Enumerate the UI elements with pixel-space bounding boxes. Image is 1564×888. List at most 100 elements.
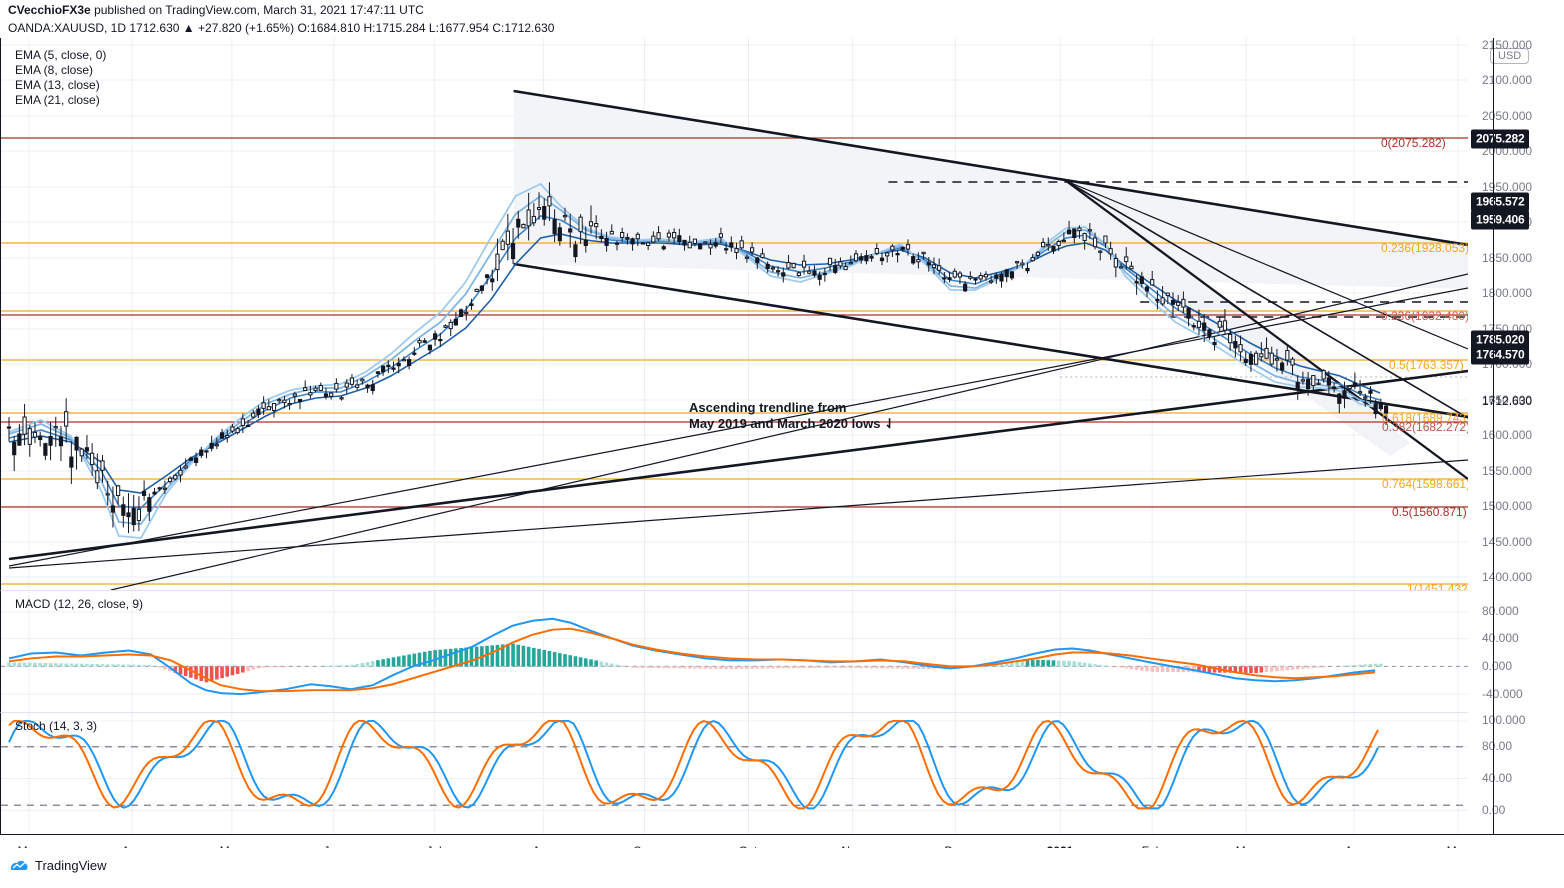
macd-hist-positive [1030, 659, 1035, 667]
macd-hist-positive [609, 663, 614, 667]
macd-pane[interactable]: MACD (12, 26, close, 9) [0, 590, 1468, 712]
candle-bullish [594, 222, 599, 228]
macd-hist-positive [578, 657, 583, 667]
macd-hist-positive [552, 652, 557, 667]
candle-bullish [651, 235, 656, 243]
macd-hist-positive [1056, 660, 1061, 667]
macd-hist-negative [1134, 666, 1139, 670]
macd-hist-positive [1098, 664, 1103, 667]
published-text: published on TradingView.com, March 31, … [94, 3, 424, 17]
candle-bearish [1170, 299, 1176, 305]
candle-bullish [708, 243, 713, 249]
price-tag-1959: 1959.406 [1471, 210, 1530, 230]
macd-hist-negative [1228, 666, 1232, 673]
price-tick-1650: 1650.000 [1482, 393, 1533, 407]
last-price: 1712.630 [129, 21, 180, 35]
stoch-axis[interactable]: 100.000 80.00 40.00 0.00 [1468, 712, 1564, 834]
open-label: O: [297, 21, 311, 35]
candle-bullish [261, 402, 266, 409]
candle-bullish [1196, 320, 1202, 328]
macd-hist-negative [750, 666, 754, 669]
macd-hist-negative [667, 666, 671, 669]
candle-bullish [271, 403, 277, 411]
macd-hist-negative [682, 666, 687, 669]
candle-bullish [183, 465, 188, 469]
tradingview-logo[interactable]: TradingView [9, 858, 107, 873]
macd-hist-negative [1155, 666, 1160, 672]
macd-hist-positive [22, 662, 27, 667]
trendline-steep-upper [1065, 180, 1468, 480]
candle-bearish [557, 227, 562, 242]
macd-hist-positive [459, 647, 463, 667]
macd-hist-positive [95, 664, 100, 667]
trendline-fan-1 [1066, 180, 1468, 350]
macd-hist-positive [407, 654, 411, 667]
candle-bullish [588, 221, 594, 227]
macd-hist-positive [12, 662, 16, 667]
price-plot [1, 38, 1468, 590]
candle-bullish [1259, 353, 1264, 358]
macd-hist-positive [339, 665, 344, 667]
macd-hist-positive [85, 663, 89, 667]
candle-bullish [1118, 266, 1124, 269]
macd-hist-positive [526, 646, 531, 667]
candle-bullish [1160, 297, 1165, 305]
macd-plot [1, 591, 1468, 712]
macd-hist-positive [1342, 665, 1347, 667]
macd-hist-positive [126, 664, 131, 667]
macd-hist-negative [641, 666, 645, 668]
tradingview-logo-icon [10, 860, 28, 870]
price-tick-1450: 1450.000 [1482, 535, 1533, 549]
fib-level-lines [1, 137, 1468, 585]
candle-bullish [292, 393, 297, 397]
macd-hist-negative [1150, 666, 1155, 672]
candle-bullish [1165, 292, 1170, 296]
macd-hist-negative [734, 666, 739, 669]
candle-bullish [1269, 352, 1274, 365]
price-tag-1785: 1785.020 [1471, 330, 1530, 350]
candle-bullish [838, 261, 843, 267]
macd-hist-negative [1140, 666, 1144, 671]
macd-hist-positive [1046, 660, 1051, 667]
macd-hist-negative [220, 666, 224, 679]
price-tag-1965: 1965.572 [1471, 192, 1530, 212]
candle-bullish [1181, 298, 1186, 308]
macd-hist-negative [729, 666, 734, 670]
macd-hist-negative [916, 666, 921, 669]
candle-bearish [677, 235, 682, 243]
stoch-pane[interactable]: Stoch (14, 3, 3) [0, 712, 1468, 834]
candle-bullish [95, 470, 100, 484]
macd-hist-negative [864, 666, 869, 669]
macd-axis[interactable]: 80.000 40.000 0.000 -40.000 [1468, 590, 1564, 712]
macd-hist-positive [433, 650, 437, 667]
macd-hist-negative [797, 666, 801, 669]
change-arrow-icon: ▲ [182, 21, 195, 35]
macd-hist-negative [1129, 666, 1134, 670]
macd-hist-negative [713, 666, 718, 669]
candle-bearish [625, 236, 630, 240]
macd-hist-negative [693, 666, 697, 669]
macd-hist-negative [225, 666, 230, 677]
footer-bar: TradingView [0, 848, 1564, 888]
candle-bullish [1150, 279, 1155, 286]
candle-bullish [1092, 237, 1098, 248]
macd-hist-positive [1353, 665, 1357, 667]
candle-bearish [947, 277, 952, 280]
candle-bearish [999, 273, 1004, 282]
candle-bullish [313, 387, 318, 391]
candle-bearish [833, 265, 838, 273]
macd-hist-positive [443, 649, 448, 667]
candle-bullish [646, 242, 651, 247]
price-axis[interactable]: USD 2150.000 2100.000 2050.000 2000.000 … [1468, 38, 1564, 590]
candle-bearish [245, 424, 251, 428]
candle-bearish [12, 441, 17, 456]
macd-hist-negative [900, 666, 905, 669]
macd-hist-positive [495, 644, 500, 667]
wide-channel-shading [513, 91, 1468, 289]
candle-bullish [536, 207, 542, 210]
candle-bearish [438, 339, 443, 342]
price-pane[interactable]: EMA (5, close, 0) EMA (8, close) EMA (13… [0, 38, 1468, 590]
macd-hist-negative [765, 666, 770, 669]
candle-bullish [672, 232, 677, 239]
candle-bearish [188, 457, 193, 461]
